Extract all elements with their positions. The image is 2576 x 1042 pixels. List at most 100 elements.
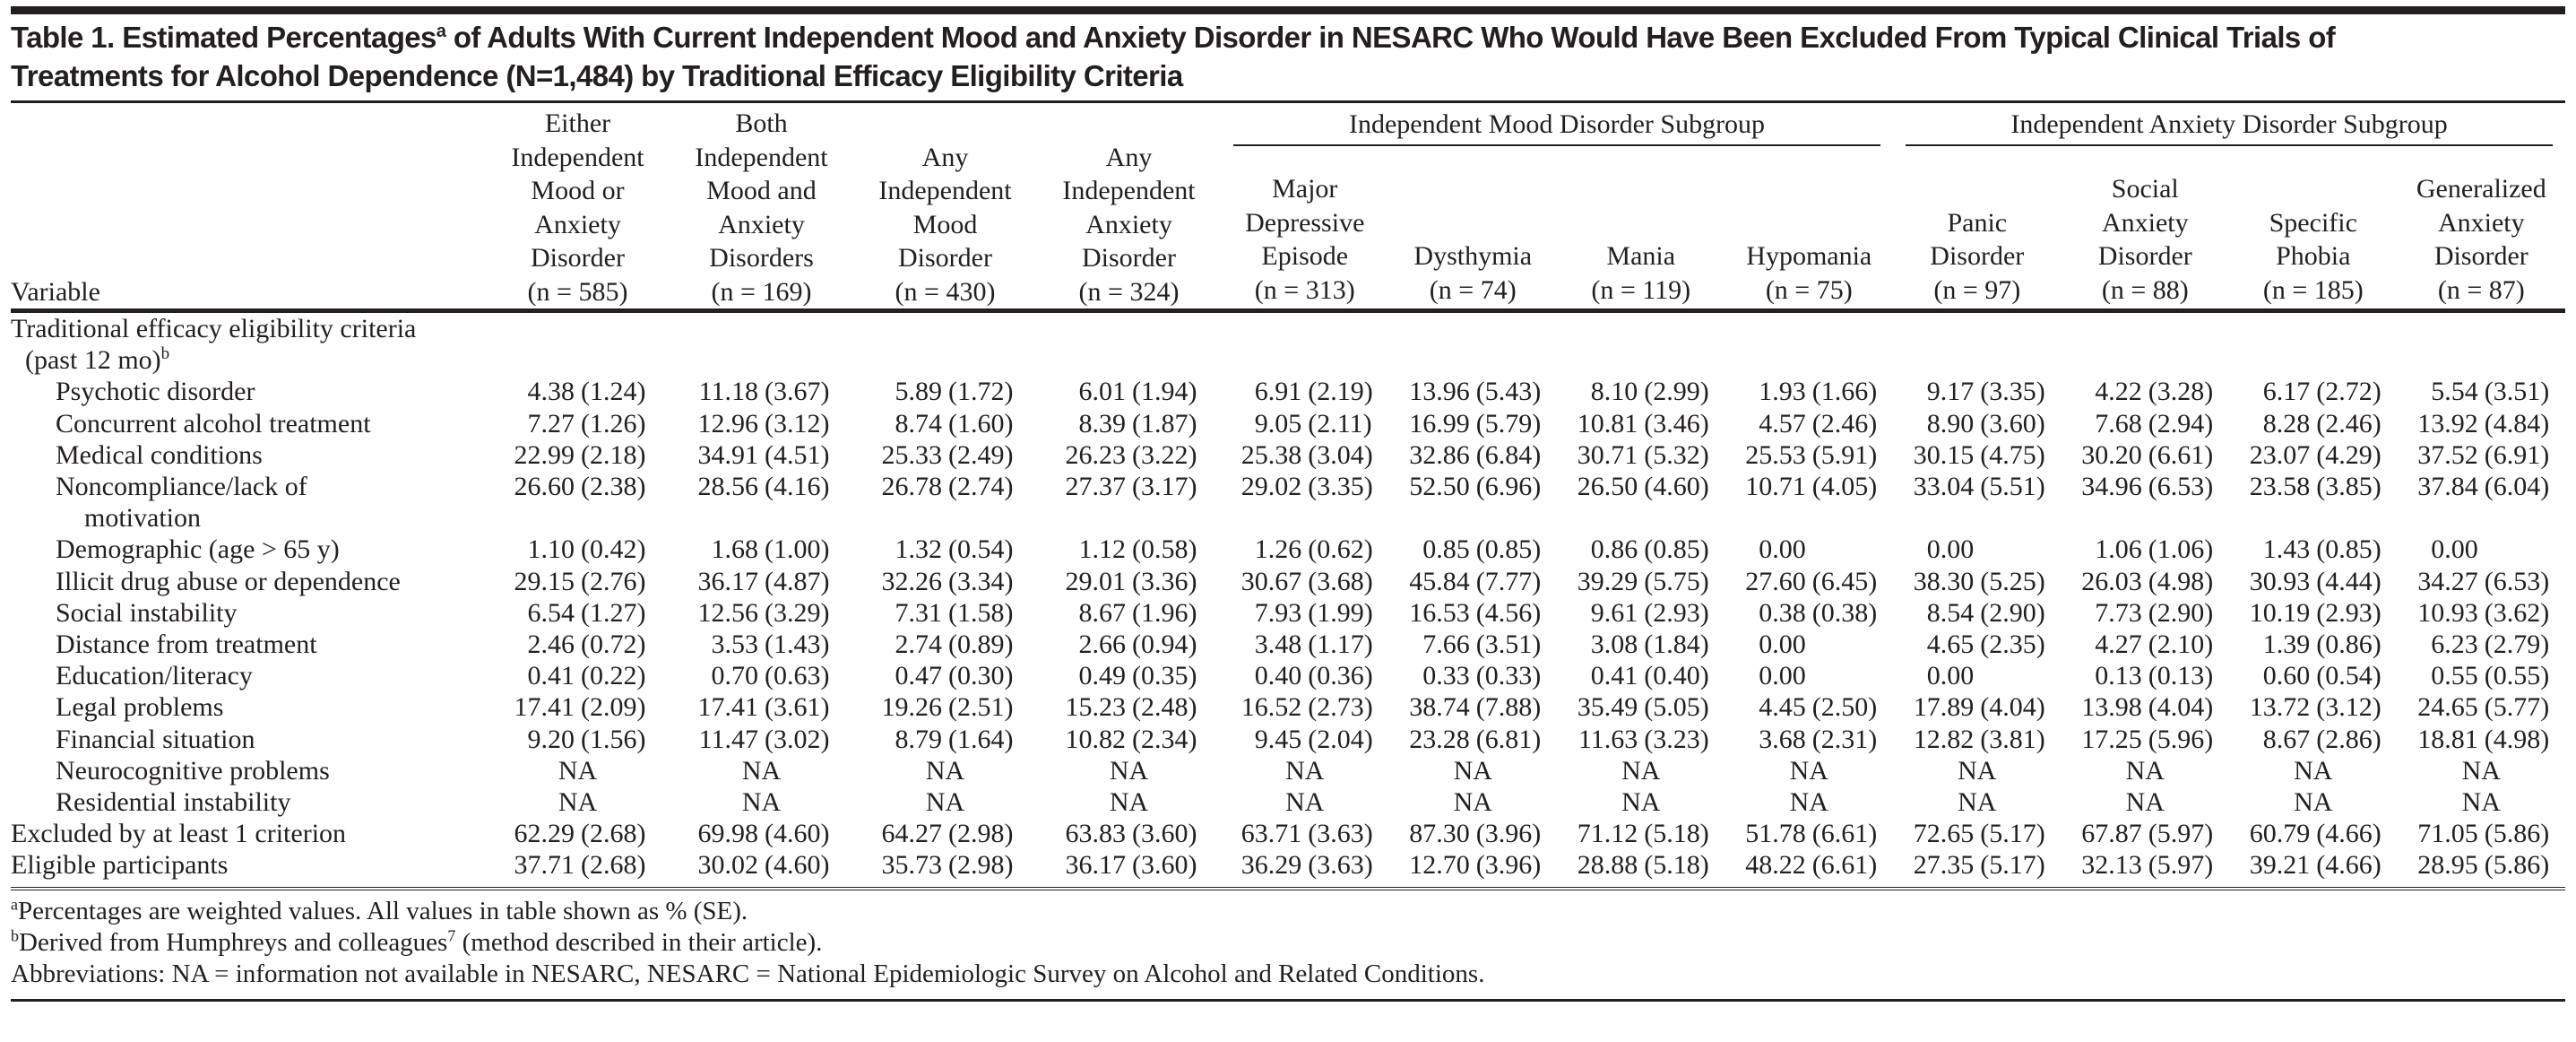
cell-percent: 0.41 — [527, 661, 575, 691]
cell-se: (6.81) — [1475, 724, 1542, 754]
cell-se: (4.98) — [2484, 724, 2550, 754]
table-row: Medical conditions 22.99 (2.18) 34.91 (4.51)… — [11, 439, 2565, 471]
table-row: Education/literacy 0.41 (0.22) 0.70 (0.63) 0.… — [11, 660, 2565, 691]
spanner-anxiety-subgroup: Independent Anxiety Disorder Subgroup — [1893, 103, 2565, 152]
cell-percent: 1.68 — [711, 534, 759, 565]
column-header: Social Anxiety Disorder (n = 88) — [2062, 152, 2230, 311]
table-cell: NA — [1557, 786, 1725, 818]
cell-percent: 3.48 — [1254, 630, 1302, 660]
cell-percent: 63.83 — [1065, 819, 1127, 849]
cell-percent: 36.17 — [697, 566, 759, 596]
table-cell: 60.79 (4.66) — [2229, 818, 2398, 849]
table-cell: 37.84 (6.04) — [2398, 471, 2566, 534]
cell-percent: 19.26 — [881, 692, 943, 723]
cell-se: (5.86) — [2484, 850, 2550, 881]
cell-percent: 2.74 — [895, 630, 943, 660]
column-header: Any Independent Mood Disorder (n = 430) — [853, 103, 1037, 311]
cell-se: (2.99) — [1644, 377, 1709, 407]
table-cell: 0.55 (0.55) — [2398, 660, 2566, 691]
table-cell: NA — [1893, 755, 2062, 786]
table-cell: 26.60 (2.38) — [486, 471, 670, 534]
table-cell: 23.07 (4.29) — [2229, 439, 2398, 471]
cell-percent: 4.45 — [1759, 692, 1806, 723]
cell-percent: 30.02 — [697, 850, 759, 881]
table-cell: 5.54 (3.51) — [2398, 376, 2566, 407]
table-cell: 39.29 (5.75) — [1557, 566, 1725, 597]
row-label-text: Neurocognitive problems — [56, 755, 330, 786]
table-cell: 69.98 (4.60) — [670, 818, 853, 849]
cell-value: NA — [2294, 755, 2333, 786]
cell-percent: 8.54 — [1926, 597, 1975, 628]
cell-se: (1.24) — [581, 377, 646, 407]
table-cell: 12.56 (3.29) — [670, 597, 853, 629]
table-cell: 35.73 (2.98) — [853, 849, 1037, 881]
table-cell: 17.41 (3.61) — [670, 691, 853, 723]
cell-percent: 26.50 — [1577, 472, 1638, 502]
cell-se: (4.60) — [1644, 472, 1709, 502]
table-cell: 0.00 — [1893, 660, 2062, 691]
table-cell: 16.52 (2.73) — [1221, 691, 1389, 723]
cell-se: (5.17) — [1980, 850, 2045, 881]
cell-se: (5.18) — [1644, 819, 1709, 849]
cell-percent: 11.47 — [698, 724, 758, 754]
cell-value: NA — [1109, 755, 1149, 786]
table-cell: NA — [1725, 786, 1894, 818]
table-cell: 34.91 (4.51) — [670, 439, 853, 471]
cell-se: (3.51) — [2484, 377, 2550, 407]
row-label: Concurrent alcohol treatment — [11, 408, 486, 439]
cell-se: (7.88) — [1475, 692, 1542, 723]
row-label-text: Eligible participants — [11, 850, 229, 881]
column-header: Panic Disorder (n = 97) — [1893, 152, 2062, 311]
footnote-b: bDerived from Humphreys and colleagues7 … — [11, 927, 2565, 959]
title-rest: of Adults With Current Independent Mood … — [445, 21, 2336, 54]
cell-percent: 4.22 — [2095, 377, 2142, 407]
cell-se: (2.51) — [948, 692, 1014, 723]
table-cell: 30.71 (5.32) — [1557, 439, 1725, 471]
row-label-text: Illicit drug abuse or dependence — [56, 566, 401, 596]
cell-percent: 7.27 — [527, 408, 575, 439]
top-rule — [11, 6, 2565, 14]
cell-percent: 0.00 — [1759, 661, 1806, 691]
table-bottom-rule — [11, 886, 2565, 890]
cell-percent: 1.32 — [895, 534, 943, 565]
cell-se: (2.79) — [2484, 630, 2550, 660]
column-n: (n = 97) — [1933, 274, 2021, 305]
column-n: (n = 185) — [2262, 274, 2364, 305]
table-cell: 27.60 (6.45) — [1725, 566, 1894, 597]
table-cell: 36.29 (3.63) — [1221, 849, 1389, 881]
cell-percent: 7.68 — [2095, 408, 2142, 439]
cell-percent: 0.40 — [1254, 661, 1302, 691]
table-row: Psychotic disorder 4.38 (1.24) 11.18 (3.67) 5… — [11, 376, 2565, 407]
table-cell: 1.12 (0.58) — [1037, 534, 1221, 565]
cell-se: (0.38) — [1811, 597, 1878, 628]
spanner-label: Independent Mood Disorder Subgroup — [1233, 107, 1881, 146]
cell-percent: 10.93 — [2417, 597, 2478, 628]
table-cell: 26.03 (4.98) — [2062, 566, 2230, 597]
cell-percent: 30.71 — [1577, 439, 1638, 470]
cell-value: NA — [925, 787, 965, 818]
table-cell: 0.33 (0.33) — [1389, 660, 1558, 691]
section-label-line: (past 12 mo)b — [11, 344, 2565, 376]
cell-se: (2.93) — [1644, 597, 1709, 628]
cell-se: (3.35) — [1308, 472, 1373, 502]
cell-value: NA — [1285, 755, 1325, 786]
table-cell: 6.01 (1.94) — [1037, 376, 1221, 407]
table-cell: 9.05 (2.11) — [1221, 408, 1389, 439]
reference-mark: 7 — [447, 926, 456, 944]
cell-se: (1.64) — [948, 724, 1014, 754]
table-cell: 12.70 (3.96) — [1389, 849, 1558, 881]
cell-se: (6.04) — [2484, 472, 2550, 502]
cell-percent: 6.01 — [1078, 377, 1127, 407]
cell-se: (1.58) — [948, 597, 1014, 628]
cell-percent: 0.86 — [1590, 534, 1638, 565]
cell-se: (0.58) — [1132, 534, 1197, 565]
cell-value: NA — [1621, 787, 1661, 818]
cell-value: NA — [741, 755, 782, 786]
cell-percent: 0.55 — [2431, 661, 2478, 691]
cell-percent: 15.23 — [1065, 692, 1127, 723]
table-cell: 30.15 (4.75) — [1893, 439, 2062, 471]
cell-se: (1.96) — [1132, 597, 1197, 628]
cell-se: (4.44) — [2316, 566, 2382, 596]
cell-se: (1.72) — [948, 377, 1014, 407]
spanner-label: Independent Anxiety Disorder Subgroup — [1906, 107, 2554, 146]
